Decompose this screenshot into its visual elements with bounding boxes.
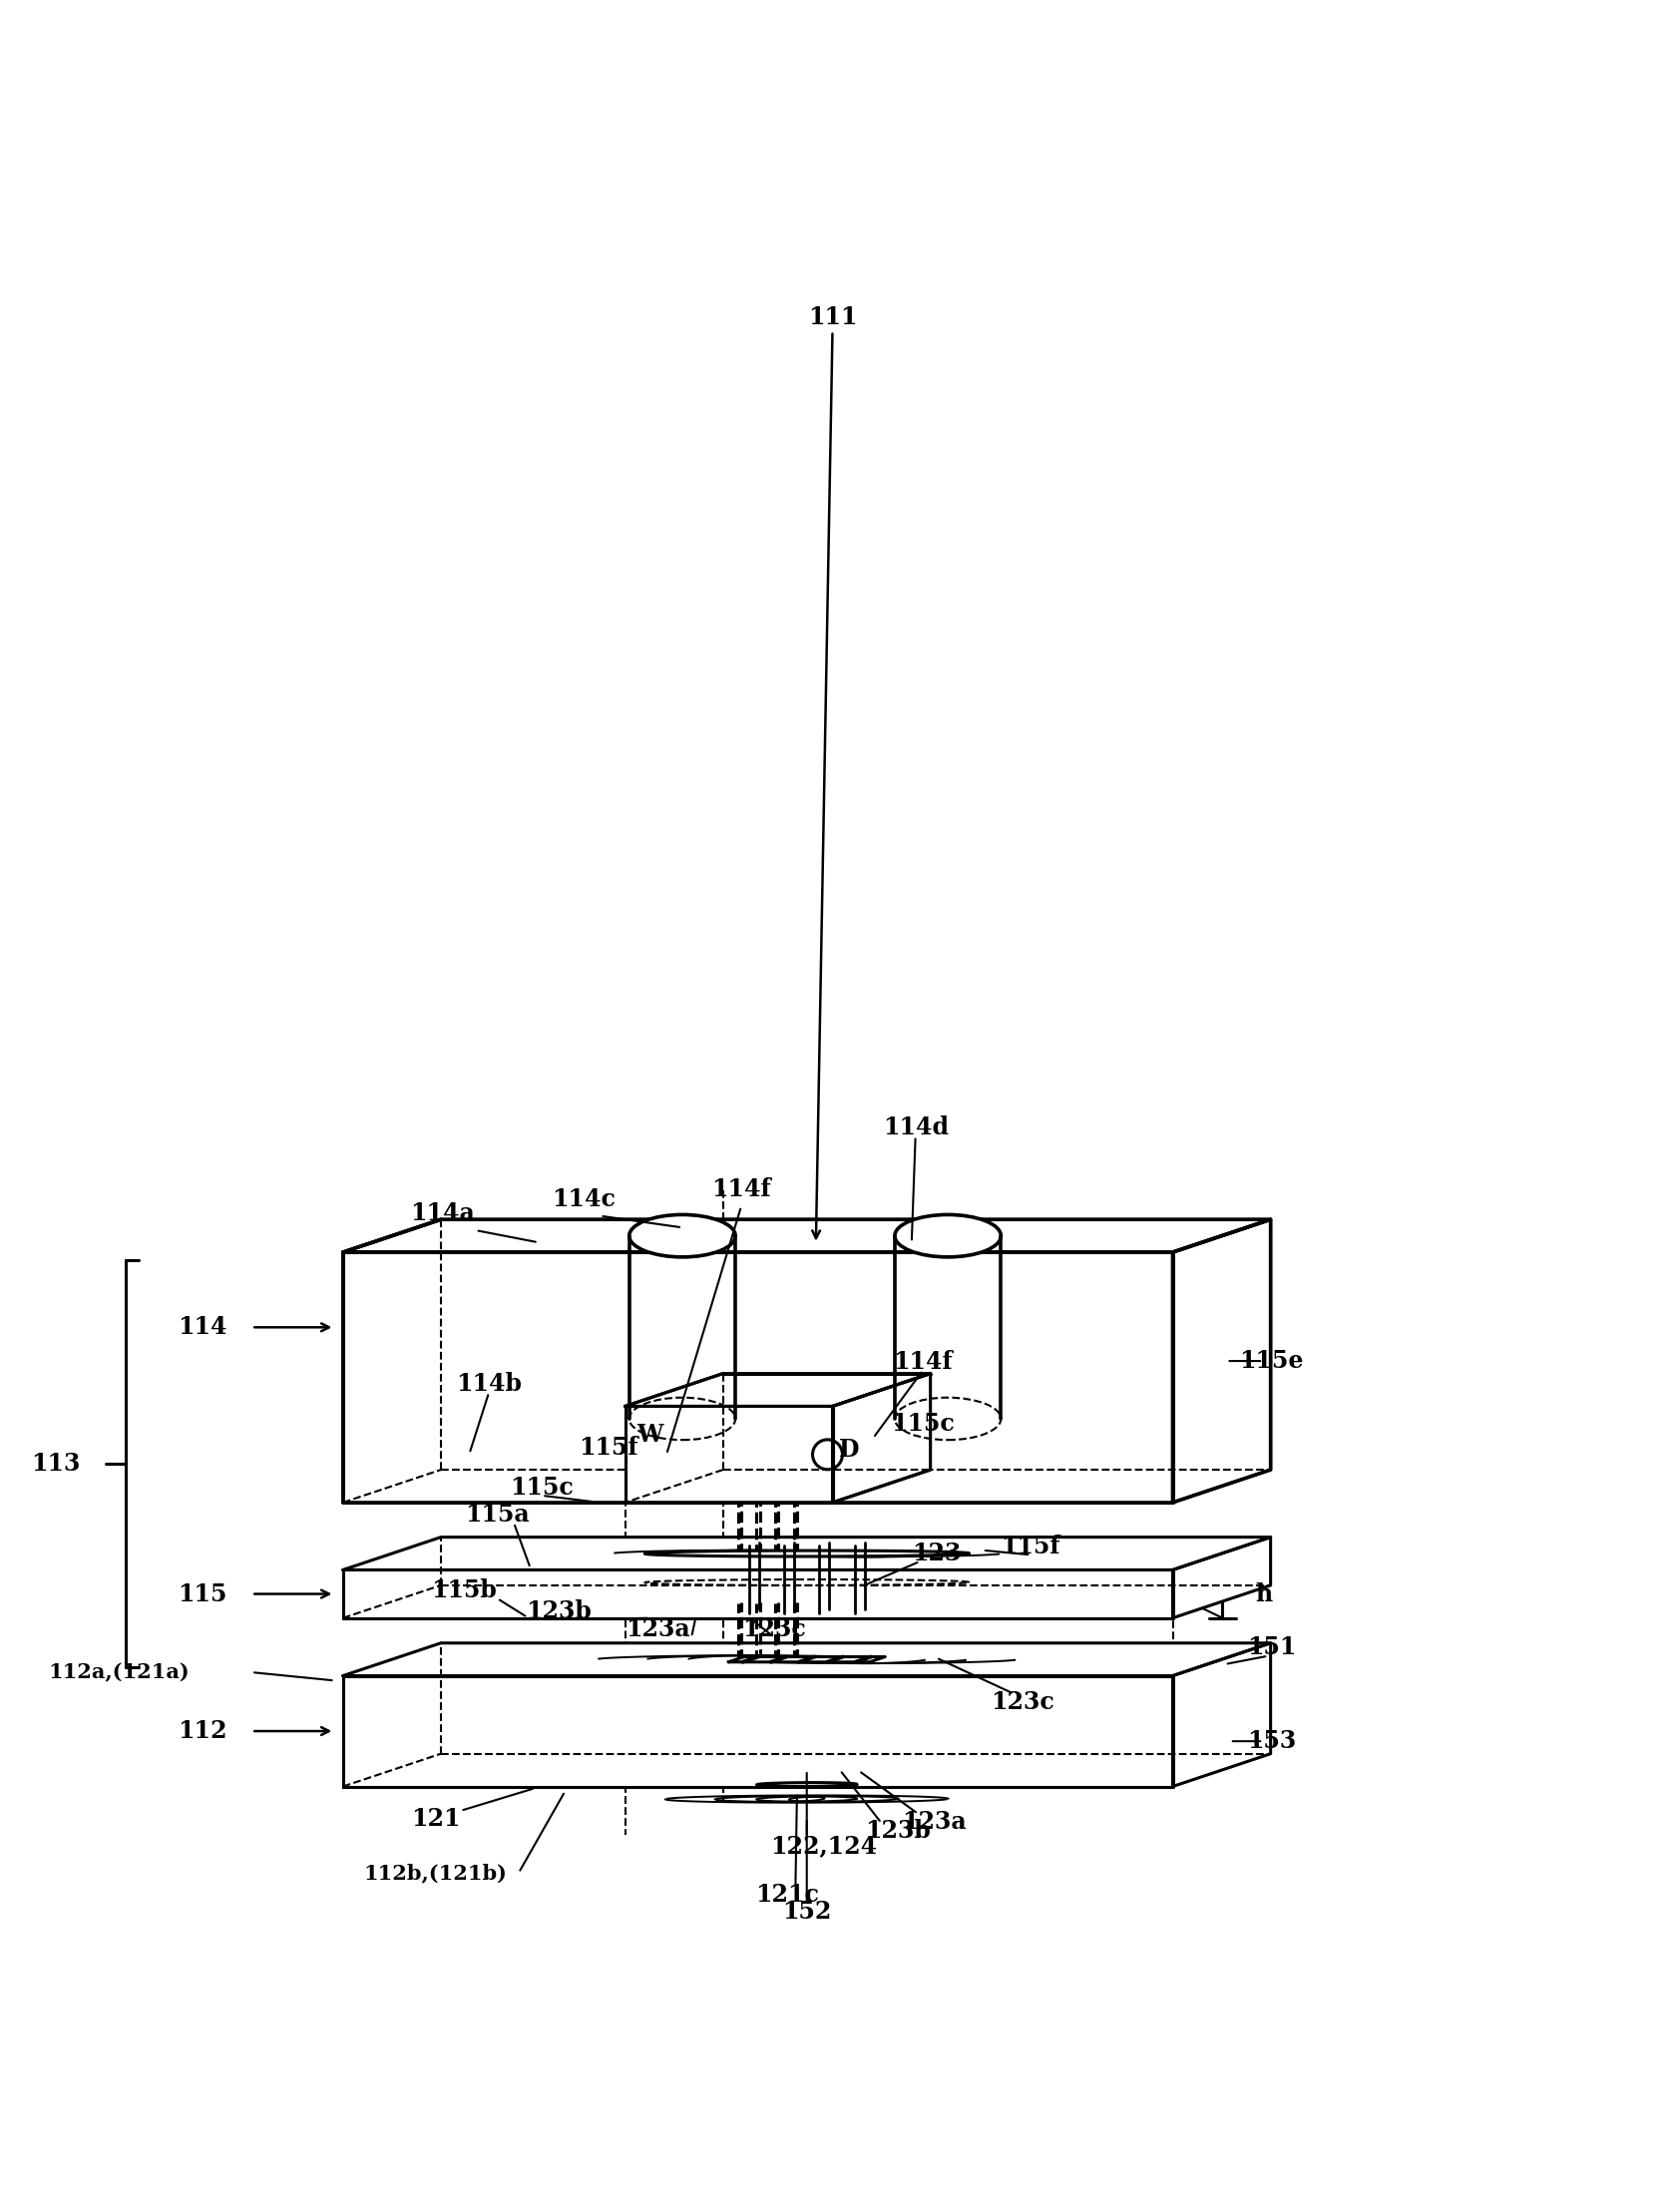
Text: 152: 152 bbox=[783, 1900, 831, 1924]
Text: 112b,(121b): 112b,(121b) bbox=[365, 1863, 508, 1882]
Text: 121c: 121c bbox=[756, 1882, 819, 1907]
Text: 123b: 123b bbox=[526, 1599, 591, 1624]
Text: W: W bbox=[636, 1422, 663, 1447]
Text: 114f: 114f bbox=[892, 1349, 952, 1374]
Polygon shape bbox=[343, 1571, 1172, 1617]
Polygon shape bbox=[1172, 1219, 1270, 1502]
Polygon shape bbox=[832, 1374, 931, 1502]
Text: 123b: 123b bbox=[866, 1820, 931, 1843]
Text: 115a: 115a bbox=[465, 1502, 529, 1526]
Text: 111: 111 bbox=[808, 305, 857, 330]
Text: 151: 151 bbox=[1247, 1635, 1295, 1659]
Text: 115e: 115e bbox=[1239, 1349, 1304, 1374]
Text: 123c: 123c bbox=[743, 1617, 806, 1641]
Text: 123a: 123a bbox=[626, 1617, 691, 1641]
Text: 114: 114 bbox=[176, 1316, 226, 1338]
Text: 114f: 114f bbox=[711, 1177, 771, 1201]
Ellipse shape bbox=[894, 1214, 1001, 1256]
Text: 114c: 114c bbox=[551, 1188, 616, 1212]
Text: 114b: 114b bbox=[456, 1371, 521, 1396]
Polygon shape bbox=[1172, 1537, 1270, 1617]
Polygon shape bbox=[624, 1407, 832, 1502]
Text: 114a: 114a bbox=[410, 1201, 475, 1225]
Text: 115f: 115f bbox=[1001, 1535, 1061, 1559]
Polygon shape bbox=[624, 1374, 931, 1407]
Text: D: D bbox=[839, 1438, 859, 1462]
Text: 123c: 123c bbox=[991, 1690, 1054, 1714]
Text: 115c: 115c bbox=[509, 1475, 574, 1500]
Text: 115c: 115c bbox=[891, 1411, 954, 1436]
Text: 153: 153 bbox=[1247, 1730, 1295, 1754]
Ellipse shape bbox=[629, 1214, 736, 1256]
Text: 123: 123 bbox=[912, 1542, 961, 1566]
Text: 123a: 123a bbox=[902, 1809, 967, 1834]
Polygon shape bbox=[343, 1219, 1270, 1252]
Polygon shape bbox=[644, 1551, 969, 1557]
Text: 114d: 114d bbox=[882, 1115, 949, 1139]
Text: h: h bbox=[1255, 1582, 1272, 1606]
Polygon shape bbox=[1172, 1644, 1270, 1787]
Text: 113: 113 bbox=[32, 1451, 80, 1475]
Text: 112: 112 bbox=[176, 1719, 226, 1743]
Polygon shape bbox=[343, 1644, 1270, 1677]
Text: 115b: 115b bbox=[431, 1577, 496, 1601]
Text: 112a,(121a): 112a,(121a) bbox=[48, 1661, 190, 1683]
Polygon shape bbox=[343, 1252, 1172, 1502]
Text: 121: 121 bbox=[411, 1807, 461, 1832]
Text: 122,124: 122,124 bbox=[769, 1834, 877, 1858]
Polygon shape bbox=[343, 1537, 1270, 1571]
Polygon shape bbox=[728, 1657, 886, 1661]
Text: 115: 115 bbox=[176, 1582, 226, 1606]
Polygon shape bbox=[343, 1677, 1172, 1787]
Text: 115f: 115f bbox=[579, 1436, 638, 1460]
